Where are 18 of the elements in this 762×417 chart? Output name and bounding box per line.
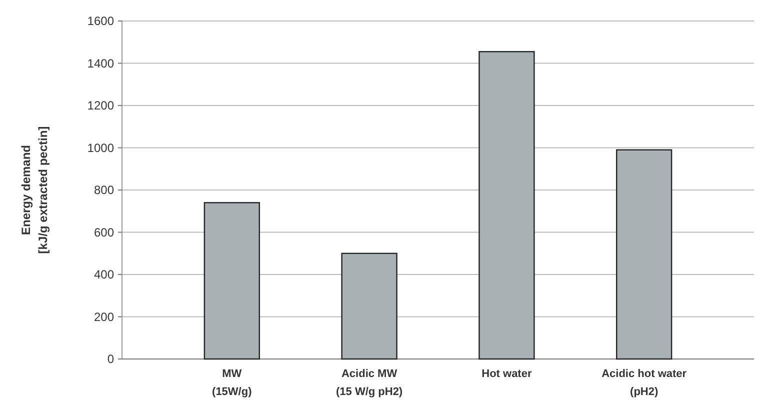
x-tick-label: Acidic hot water (pH2) (602, 368, 688, 398)
y-tick-label: 1200 (87, 98, 114, 113)
bar (341, 252, 398, 360)
y-tick-label: 600 (94, 225, 114, 240)
y-tick-label: 1600 (87, 14, 114, 28)
y-tick-label: 400 (94, 268, 114, 282)
y-axis-title: Energy demand [kJ/g extracted pectin] (19, 126, 50, 254)
bar (478, 51, 535, 360)
bar (204, 202, 260, 360)
y-tick-label: 800 (94, 183, 114, 198)
bar (616, 149, 672, 360)
y-tick-label: 200 (94, 310, 114, 324)
y-tick-label: 1400 (87, 56, 114, 70)
x-tick-label: Hot water (482, 368, 532, 380)
y-tick-label: 1000 (87, 140, 114, 155)
x-tick-label: MW (15W/g) (212, 368, 252, 398)
x-tick-label: Acidic MW (15 W/g pH2) (336, 368, 403, 398)
y-tick-label: 0 (107, 352, 114, 366)
